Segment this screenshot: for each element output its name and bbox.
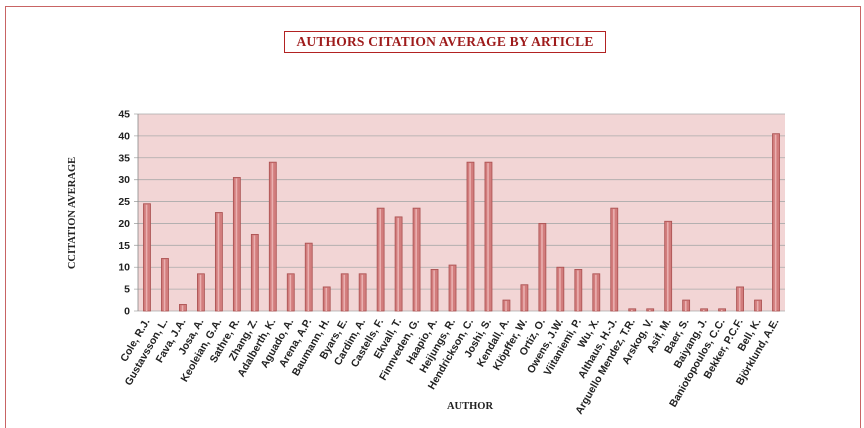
y-tick-label: 35 (118, 152, 130, 164)
y-tick-label: 45 (118, 109, 130, 121)
bar-highlight (451, 266, 453, 311)
bar-highlight (720, 309, 723, 311)
y-tick-label: 30 (118, 174, 130, 186)
y-tick-label: 15 (118, 240, 130, 252)
y-tick-label: 25 (118, 196, 130, 208)
bar-highlight (738, 287, 741, 311)
bar-highlight (253, 235, 256, 311)
bar-highlight (181, 305, 184, 311)
bar-highlight (523, 285, 525, 311)
y-tick-label: 40 (118, 130, 130, 142)
bar-highlight (756, 301, 759, 311)
bar-highlight (613, 209, 615, 311)
bar-highlight (666, 222, 669, 311)
bar-highlight (559, 268, 561, 311)
x-axis-title: AUTHOR (447, 401, 494, 412)
y-tick-label: 10 (118, 262, 130, 274)
bar-highlight (702, 309, 705, 311)
bar-highlight (469, 163, 471, 311)
bar-highlight (325, 287, 328, 311)
bar-highlight (271, 163, 274, 311)
bar-highlight (163, 259, 166, 311)
bar-highlight (379, 209, 382, 311)
y-tick-label: 0 (124, 306, 130, 318)
bar-highlight (577, 270, 579, 311)
bar-highlight (289, 274, 292, 311)
bar-highlight (397, 217, 399, 311)
bar-highlight (307, 244, 310, 311)
bar-highlight (505, 301, 507, 311)
bar-highlight (595, 274, 597, 311)
bar-highlight (235, 178, 238, 311)
y-axis-title: CCITATION AVERAGE (67, 157, 78, 269)
bar-highlight (684, 301, 687, 311)
bar-highlight (415, 209, 417, 311)
bar-highlight (631, 309, 633, 311)
chart-title: AUTHORS CITATION AVERAGE BY ARTICLE (284, 31, 606, 53)
bar-highlight (145, 204, 148, 311)
gridlines (134, 113, 785, 312)
bar-highlight (361, 274, 364, 311)
bar-highlight (649, 309, 651, 311)
y-tick-labels: 0 5 10 15 20 25 30 35 40 45 (118, 109, 130, 318)
chart-frame (5, 6, 861, 428)
bars (143, 133, 780, 312)
y-tick-label: 5 (124, 284, 130, 296)
y-tick-label: 20 (118, 218, 130, 230)
bar-highlight (774, 134, 777, 311)
plot-area (138, 114, 785, 311)
bar-highlight (487, 163, 489, 311)
bar-highlight (541, 224, 543, 311)
bar-highlight (433, 270, 435, 311)
bar-highlight (199, 274, 202, 311)
bar-highlight (217, 213, 220, 311)
bar-highlight (343, 274, 346, 311)
